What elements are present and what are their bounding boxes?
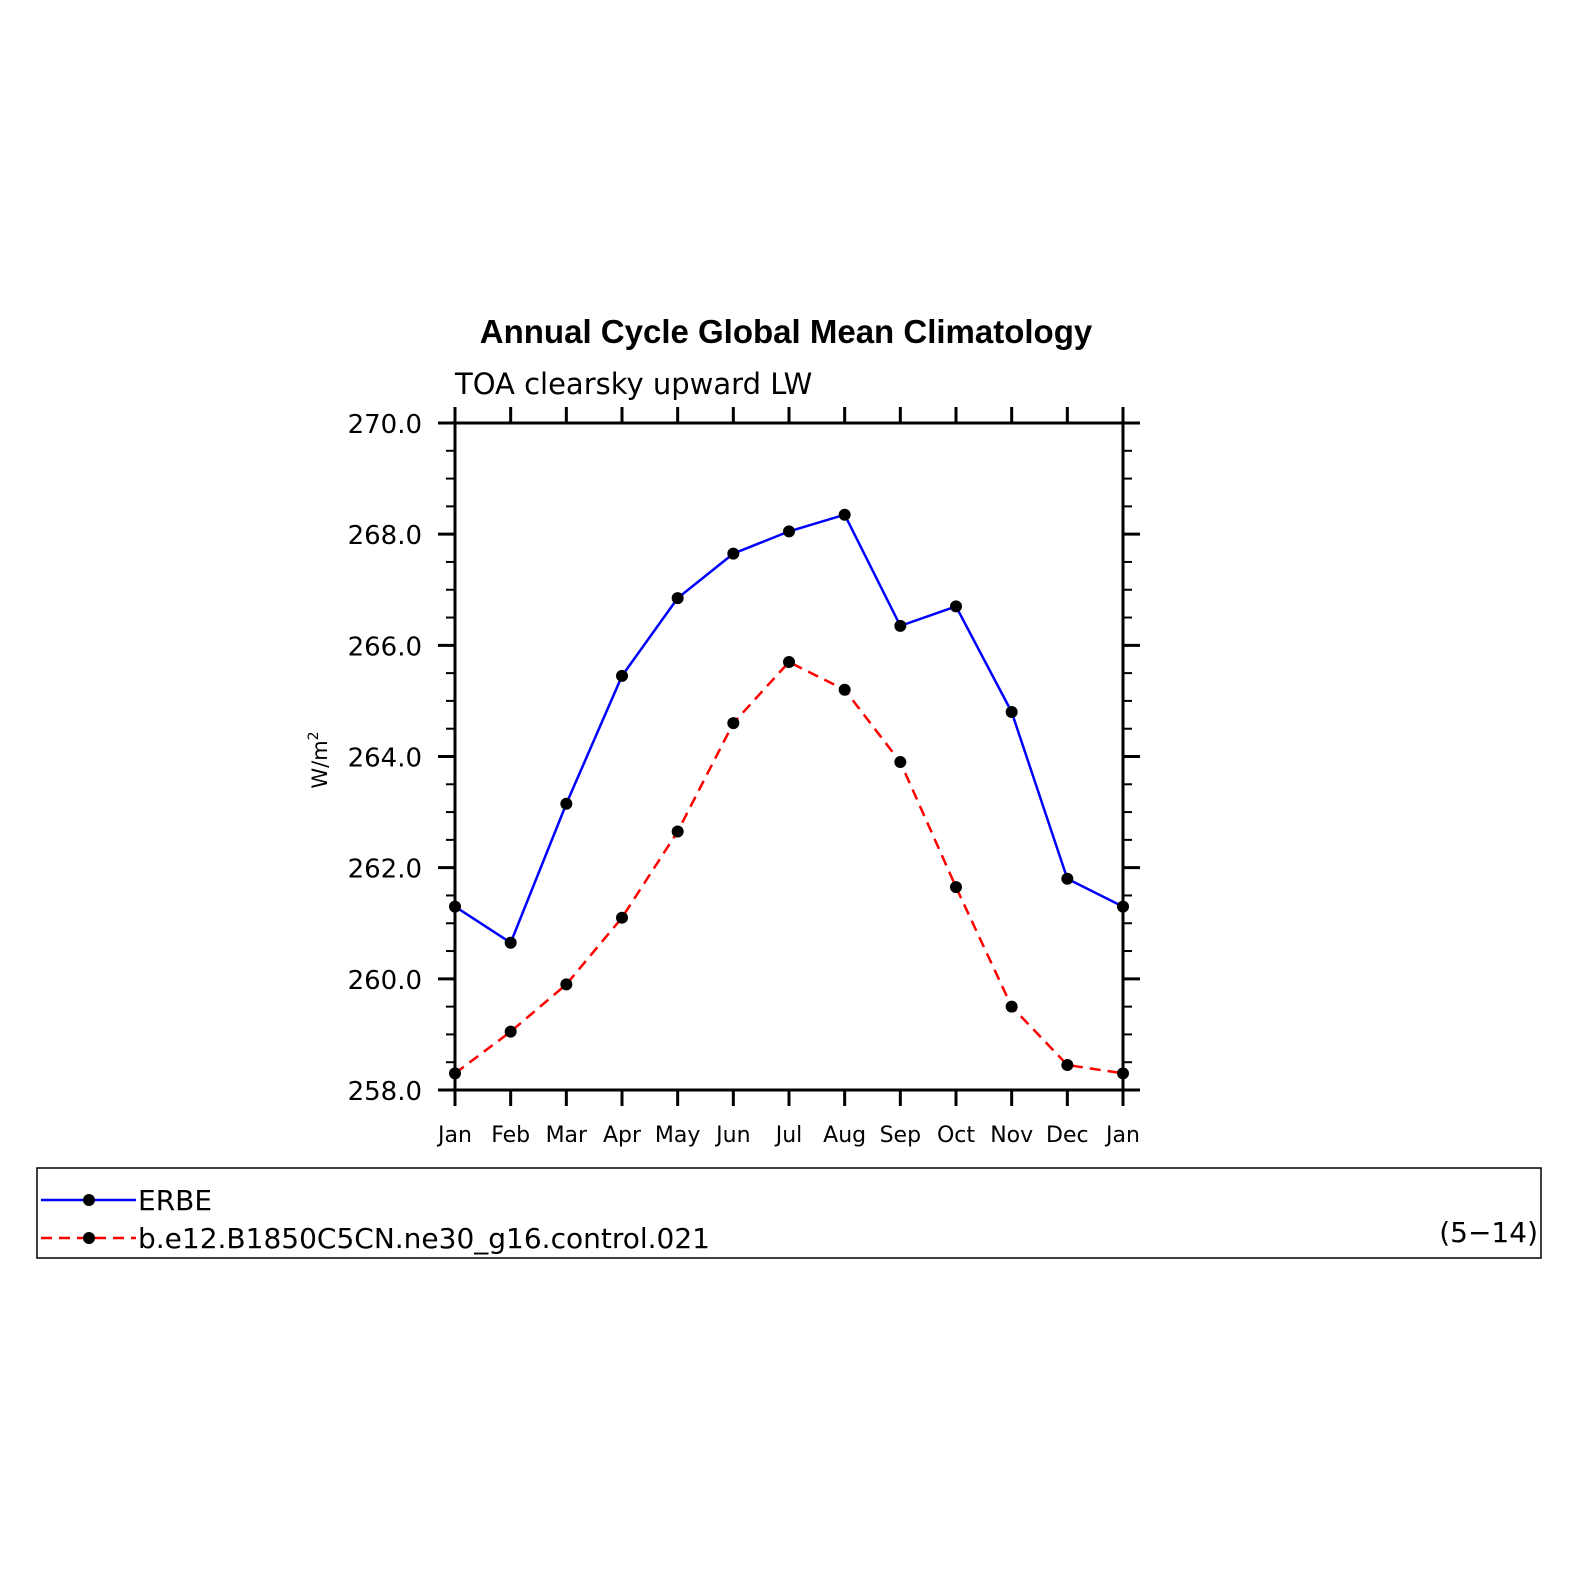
y-tick-label: 258.0 [348,1077,422,1107]
series-line-1 [454,660,1124,1075]
x-tick-label: Jan [436,1123,472,1148]
series-point-0 [504,936,517,949]
x-tick-label: Nov [990,1123,1033,1148]
x-tick-labels: Jan Feb Mar Apr May Jun Jul Aug Sep Oct Nov Dec Jan [436,1123,1140,1148]
chart-subtitle: TOA clearsky upward LW [454,367,812,401]
y-tick-label: 262.0 [348,855,422,885]
x-tick-label: Apr [603,1123,642,1148]
series-point-1 [783,656,795,669]
axis-ticks [438,407,1140,1106]
series-point-0 [671,592,684,605]
series-point-1 [616,911,628,924]
series-point-1 [671,825,684,838]
x-tick-label: Mar [546,1123,588,1148]
y-tick-label: 266.0 [348,632,422,662]
x-tick-label: May [655,1123,700,1148]
x-tick-label: Jul [774,1123,803,1148]
x-tick-label: Jan [1104,1123,1140,1148]
series-point-0 [560,797,573,810]
plot-frame [453,421,1125,1092]
legend-note: (5−14) [1439,1216,1538,1249]
x-tick-label: Sep [880,1123,921,1148]
y-tick-labels: 258.0 260.0 262.0 264.0 266.0 268.0 270.0 [348,410,422,1107]
series-point-0 [838,508,851,521]
x-tick-label: Oct [937,1123,975,1148]
legend-label-1: b.e12.B1850C5CN.ne30_g16.control.021 [138,1222,710,1255]
series-point-1 [894,756,907,769]
series-point-1 [838,683,851,696]
y-axis-label-sup: 2 [306,731,322,740]
legend-marker-1 [83,1232,95,1244]
series-lines [454,513,1124,1075]
series-point-0 [950,600,962,613]
legend-entries: ERBE b.e12.B1850C5CN.ne30_g16.control.021 [41,1184,710,1255]
series-point-0 [1061,872,1074,885]
series-point-0 [894,619,907,632]
series-point-1 [950,881,962,894]
y-axis-label-base: W/m [308,740,332,788]
y-tick-label: 268.0 [348,521,422,551]
y-tick-label: 260.0 [348,966,422,996]
series-point-0 [727,547,740,560]
svg-text:W/m2: W/m2 [306,731,332,788]
series-point-0 [616,669,628,682]
y-axis-label: W/m2 [306,731,332,788]
legend-label-0: ERBE [138,1184,212,1217]
y-tick-label: 270.0 [348,410,422,440]
chart-title: Annual Cycle Global Mean Climatology [480,313,1093,350]
y-tick-label: 264.0 [348,744,422,774]
series-markers [449,508,1129,1080]
series-point-0 [1005,706,1018,719]
series-point-1 [727,717,740,730]
series-point-1 [560,978,573,991]
x-tick-label: Feb [491,1123,530,1148]
series-line-0 [454,513,1124,945]
x-tick-label: Aug [823,1123,866,1148]
x-tick-label: Dec [1046,1123,1089,1148]
series-point-0 [783,525,795,538]
legend-box [36,1167,1542,1259]
series-point-1 [1061,1058,1074,1071]
series-point-1 [504,1025,517,1038]
series-point-1 [1005,1000,1018,1013]
legend-marker-0 [83,1194,95,1206]
legend: ERBE b.e12.B1850C5CN.ne30_g16.control.021… [36,1167,1542,1259]
x-tick-label: Jun [714,1123,750,1148]
